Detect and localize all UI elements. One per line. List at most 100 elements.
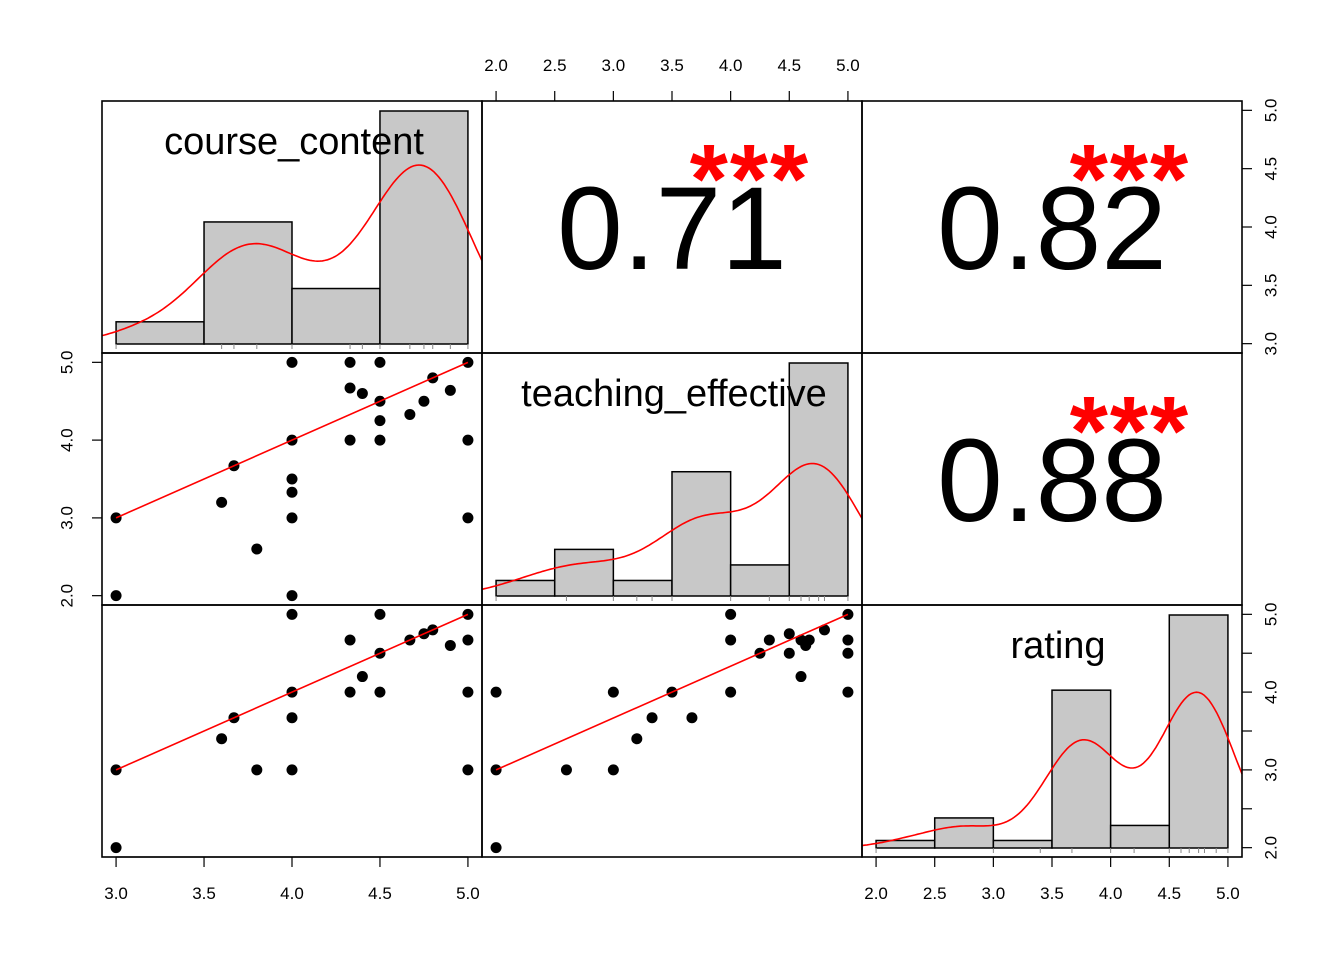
scatter-point [462, 434, 474, 446]
tick-label: 5.0 [836, 56, 860, 75]
scatter-point [462, 634, 474, 646]
scatter-point [783, 647, 795, 659]
scatter-point [560, 764, 572, 776]
scatter-point [374, 434, 386, 446]
scatter-point [462, 512, 474, 524]
histogram-bar [379, 110, 469, 345]
scatter-point [110, 842, 122, 854]
scatter-point [490, 842, 502, 854]
scatter-point [374, 686, 386, 698]
scatter-point [725, 634, 737, 646]
tick-label: 4.0 [1099, 884, 1123, 903]
scatter-point [842, 634, 854, 646]
scatter-point [110, 590, 122, 602]
tick-label: 3.5 [192, 884, 216, 903]
scatter-point [344, 434, 356, 446]
scatter-point [795, 671, 807, 683]
scatter-point [374, 415, 386, 427]
scatter-point [251, 543, 263, 555]
histogram-bar [1051, 689, 1112, 849]
tick-label: 2.0 [864, 884, 888, 903]
scatter-point [374, 356, 386, 368]
scatter-point [286, 764, 298, 776]
panel-border [101, 604, 483, 858]
tick-label: 3.0 [57, 506, 76, 530]
tick-label: 5.0 [57, 351, 76, 375]
scatter-point [803, 634, 815, 646]
histogram-bar [1109, 824, 1171, 849]
variable-label-teaching-effective: teaching_effective [521, 373, 827, 415]
scatter-point [631, 733, 643, 745]
tick-label: 2.0 [57, 584, 76, 608]
tick-label: 2.5 [543, 56, 567, 75]
scatter-point [286, 512, 298, 524]
histogram-bar [729, 564, 791, 597]
scatter-point [344, 356, 356, 368]
tick-label: 4.5 [368, 884, 392, 903]
histogram-bar [553, 548, 615, 597]
correlation-value: 0.82 [937, 163, 1167, 295]
tick-label: 4.5 [1157, 884, 1181, 903]
tick-label: 3.5 [1040, 884, 1064, 903]
tick-label: 2.5 [923, 884, 947, 903]
scatter-point [444, 384, 456, 396]
scatter-point [356, 387, 368, 399]
tick-label: 2.0 [1261, 836, 1280, 860]
fit-line [495, 613, 849, 771]
tick-label: 3.0 [1261, 332, 1280, 356]
histogram-bar [671, 470, 732, 597]
scatter-point [286, 356, 298, 368]
axes-layer: 3.0 3.5 4.0 4.5 5.0 2.0 2.5 3.0 3.5 4.0 4.5 5.0 2.0 2… [57, 56, 1280, 903]
scatter-point [344, 634, 356, 646]
tick-label: 4.0 [57, 428, 76, 452]
significance-stars: *** [1070, 124, 1190, 234]
tick-label: 5.0 [1261, 99, 1280, 123]
tick-label: 5.0 [456, 884, 480, 903]
scatter-point [607, 686, 619, 698]
tick-label: 3.0 [982, 884, 1006, 903]
tick-label: 4.0 [719, 56, 743, 75]
scatter-point [286, 608, 298, 620]
tick-label: 3.0 [602, 56, 626, 75]
tick-label: 4.5 [1261, 157, 1280, 181]
scatter-point [251, 764, 263, 776]
tick-label: 5.0 [1216, 884, 1240, 903]
tick-label: 4.0 [280, 884, 304, 903]
scatter-point [444, 639, 456, 651]
tick-label: 4.0 [1261, 215, 1280, 239]
tick-label: 4.0 [1261, 680, 1280, 704]
density-curve [101, 164, 483, 337]
histogram-bar [933, 817, 995, 849]
scatter-point [286, 473, 298, 485]
significance-stars: *** [690, 124, 810, 234]
histogram-bar [992, 839, 1053, 849]
tick-label: 2.0 [484, 56, 508, 75]
scatter-point [286, 590, 298, 602]
fit-line [115, 361, 469, 519]
tick-label: 3.5 [1261, 274, 1280, 298]
tick-label: 3.5 [660, 56, 684, 75]
scatter-point [374, 608, 386, 620]
scatter-point [462, 764, 474, 776]
tick-label: 3.0 [104, 884, 128, 903]
scatter-point [725, 686, 737, 698]
scatter-point [344, 382, 356, 394]
scatter-point [418, 395, 430, 407]
scatter-point [783, 628, 795, 640]
tick-label: 3.0 [1261, 758, 1280, 782]
scatter-point [216, 733, 228, 745]
scatter-point [356, 671, 368, 683]
fit-line [115, 613, 469, 771]
scatter-point [286, 712, 298, 724]
scatter-point [462, 686, 474, 698]
scatter-point [763, 634, 775, 646]
scatter-point [646, 712, 658, 724]
variable-label-rating: rating [1010, 625, 1105, 667]
significance-stars: *** [1070, 376, 1190, 486]
density-curve [481, 462, 863, 591]
correlation-value: 0.71 [557, 163, 787, 295]
scatter-point [404, 408, 416, 420]
scatter-point [842, 647, 854, 659]
